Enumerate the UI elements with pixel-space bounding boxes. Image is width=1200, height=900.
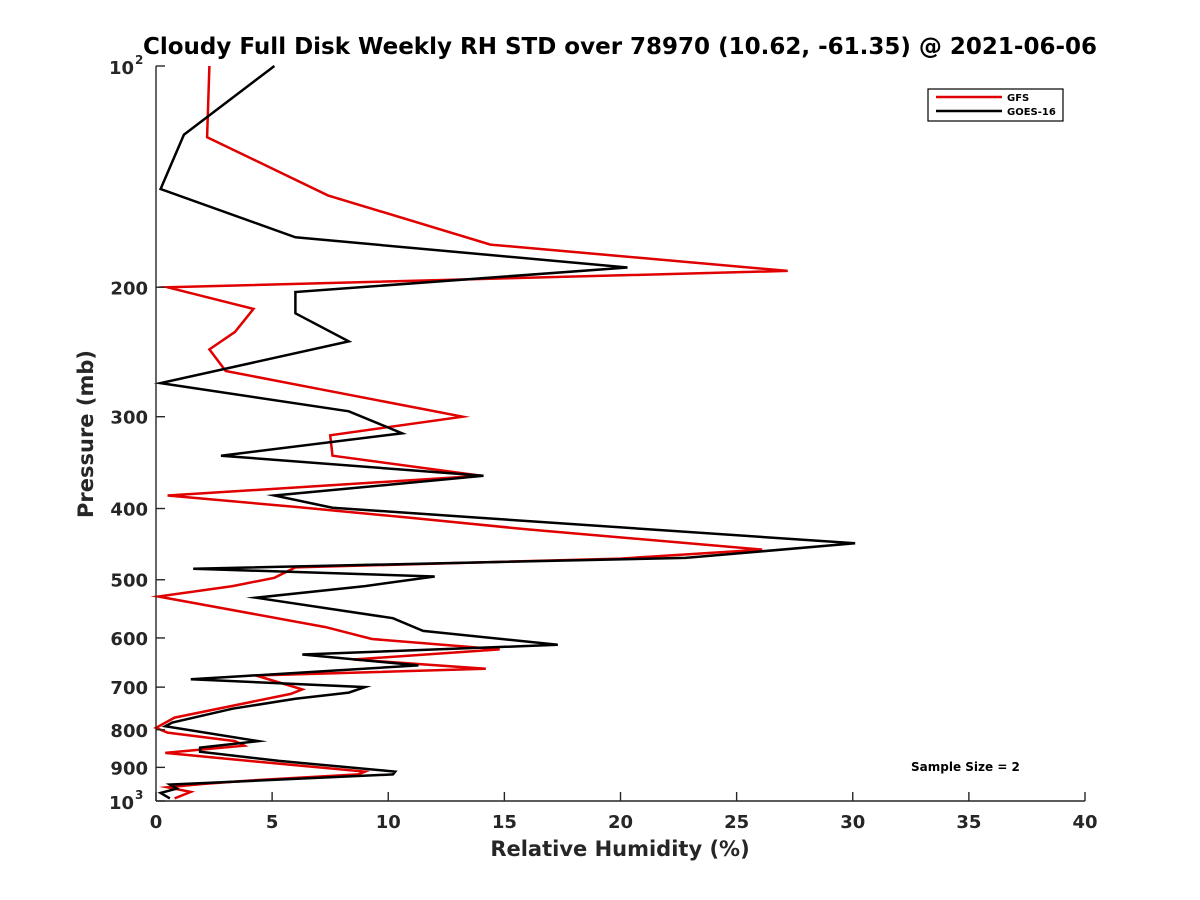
chart-title: Cloudy Full Disk Weekly RH STD over 7897… (143, 34, 1097, 60)
y-tick-label: 10 (109, 58, 134, 79)
x-tick-label: 10 (376, 812, 401, 833)
x-tick-label: 15 (492, 812, 517, 833)
x-tick-label: 0 (150, 812, 163, 833)
x-tick-label: 30 (840, 812, 865, 833)
y-tick-label: 400 (110, 500, 148, 521)
x-tick-label: 5 (266, 812, 279, 833)
y-tick-label: 600 (110, 629, 148, 650)
x-tick-label: 25 (724, 812, 749, 833)
series-line-gfs (150, 65, 788, 800)
series-line-goes-16 (153, 65, 856, 800)
legend-label-gfs: GFS (1007, 93, 1029, 104)
y-axis-label: Pressure (mb) (74, 350, 98, 518)
y-tick-label: 700 (110, 678, 148, 699)
legend: GFS GOES-16 (927, 88, 1064, 122)
y-tick-exponent: 2 (135, 53, 143, 67)
x-ticks: 0 5 10 15 20 25 30 35 40 (150, 792, 1098, 833)
y-tick-exponent: 3 (135, 788, 143, 802)
x-axis-label: Relative Humidity (%) (490, 837, 749, 861)
x-tick-label: 20 (608, 812, 633, 833)
legend-label-goes-16: GOES-16 (1007, 107, 1056, 118)
y-tick-label: 500 (110, 571, 148, 592)
x-tick-label: 40 (1072, 812, 1097, 833)
y-tick-label: 10 (109, 793, 134, 814)
legend-box (927, 88, 1064, 122)
x-tick-label: 35 (956, 812, 981, 833)
y-tick-label: 900 (110, 758, 148, 779)
y-tick-label: 800 (110, 721, 148, 742)
series-layer (150, 65, 856, 800)
sample-size-annotation: Sample Size = 2 (911, 760, 1020, 774)
y-tick-label: 300 (110, 408, 148, 429)
y-tick-label: 200 (110, 278, 148, 299)
